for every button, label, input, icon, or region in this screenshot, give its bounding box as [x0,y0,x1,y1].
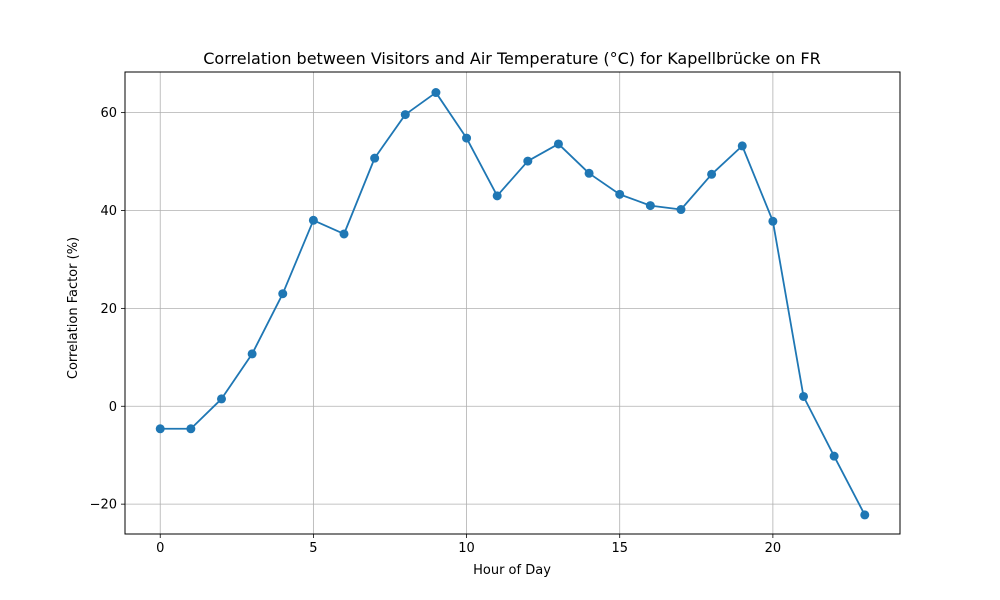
y-tick-label: 20 [100,302,117,317]
y-tick-label: 60 [100,106,117,121]
series-line [160,91,866,516]
x-tick-label: 10 [458,541,475,556]
y-tick-label: −20 [90,498,117,513]
data-point [308,215,318,225]
chart-title: Correlation between Visitors and Air Tem… [203,49,821,68]
plot-frame [124,71,901,535]
y-tick-label: 40 [100,204,117,219]
x-axis-title: Hour of Day [473,563,551,578]
data-point [155,424,165,434]
data-point [584,168,594,178]
axis-ticks: 0 5 10 15 20 −20 0 20 40 60 [90,106,782,556]
data-point [278,289,288,299]
data-point [370,153,380,163]
data-point [768,216,778,226]
data-point [829,451,839,461]
data-point [707,169,717,179]
data-point [431,88,441,98]
data-point [860,510,870,520]
data-point [523,156,533,166]
y-axis-title: Correlation Factor (%) [66,237,81,379]
data-point [676,205,686,215]
data-point [339,229,349,239]
series-line-group [160,91,866,516]
data-point [553,139,563,149]
data-point [645,201,655,211]
data-point [462,133,472,143]
y-tick-label: 0 [109,400,117,415]
data-point [400,110,410,120]
x-tick-label: 15 [611,541,628,556]
series-markers [155,88,870,520]
data-point [799,391,809,401]
x-tick-label: 20 [765,541,782,556]
data-point [737,141,747,151]
data-point [186,424,196,434]
data-point [216,394,226,404]
grid-lines [125,72,900,534]
x-tick-label: 5 [309,541,317,556]
data-point [247,349,257,359]
x-tick-label: 0 [156,541,164,556]
data-point [492,191,502,201]
data-point [615,189,625,199]
